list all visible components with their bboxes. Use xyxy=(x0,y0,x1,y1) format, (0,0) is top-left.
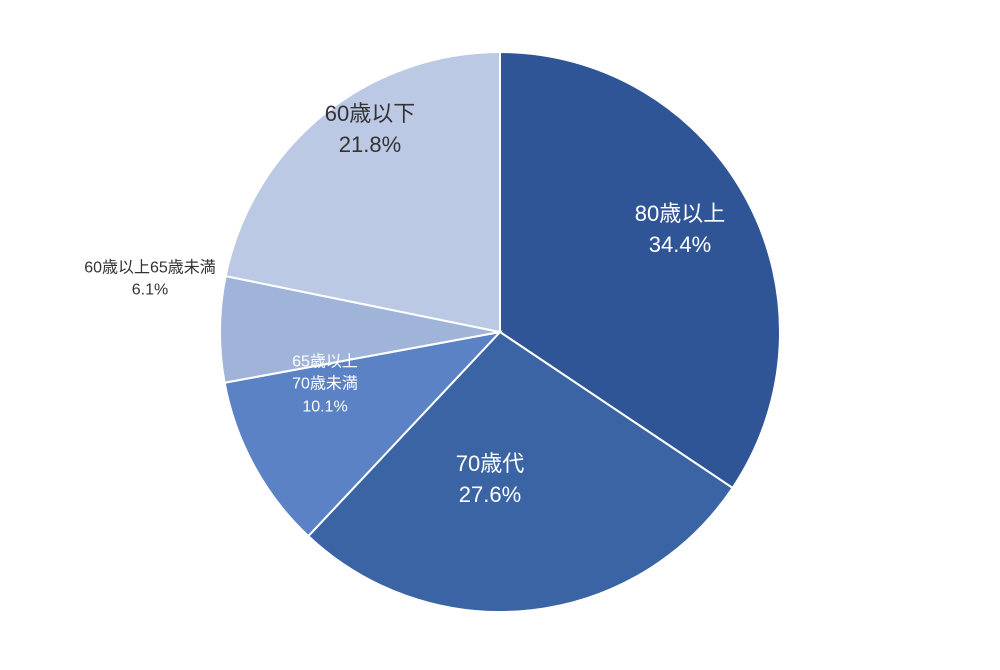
pie-chart-container: 80歳以上34.4%70歳代27.6%65歳以上70歳未満10.1%60歳以上6… xyxy=(0,0,1000,665)
pie-chart-svg xyxy=(0,0,1000,665)
